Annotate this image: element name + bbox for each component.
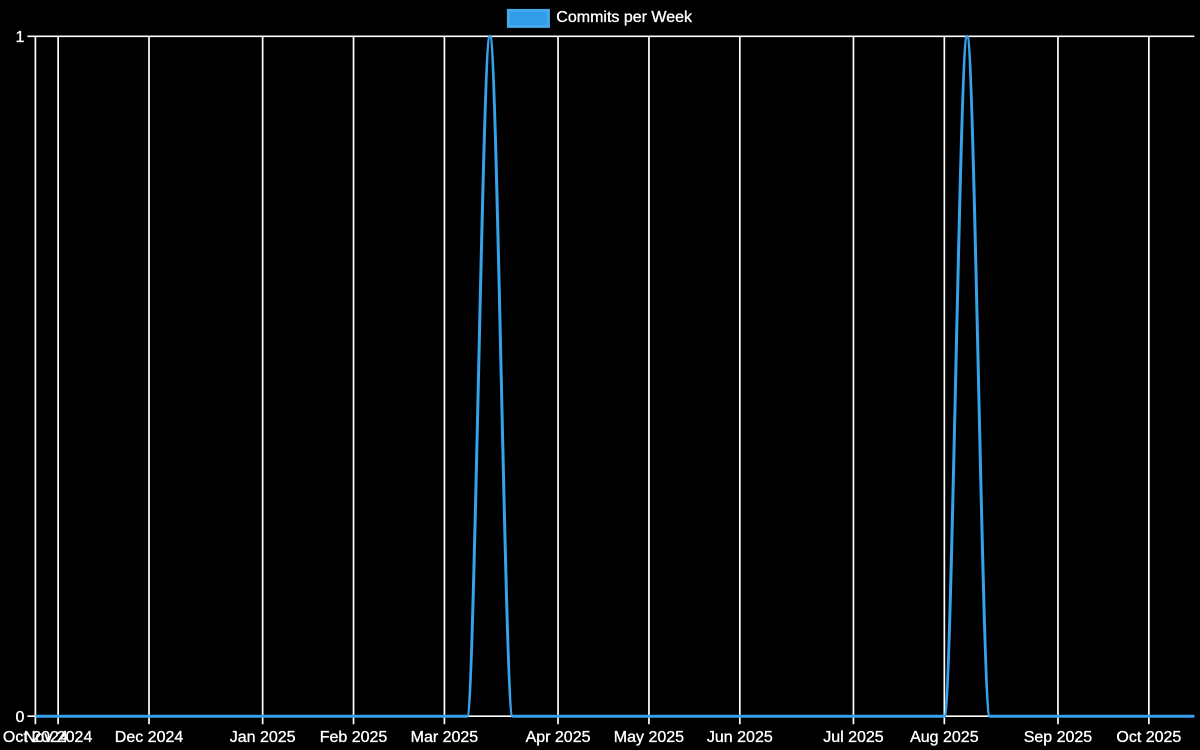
svg-text:Aug 2025: Aug 2025 <box>910 729 979 746</box>
svg-text:Nov 2024: Nov 2024 <box>24 729 93 746</box>
svg-text:Jun 2025: Jun 2025 <box>707 729 773 746</box>
svg-text:Commits per Week: Commits per Week <box>556 9 693 26</box>
svg-text:Apr 2025: Apr 2025 <box>526 729 591 746</box>
svg-text:Mar 2025: Mar 2025 <box>411 729 479 746</box>
svg-text:Dec 2024: Dec 2024 <box>115 729 184 746</box>
svg-text:Oct 2024: Oct 2024 <box>3 729 68 746</box>
svg-text:1: 1 <box>15 29 24 46</box>
svg-text:Sep 2025: Sep 2025 <box>1024 729 1093 746</box>
svg-text:Oct 2025: Oct 2025 <box>1116 729 1181 746</box>
svg-text:0: 0 <box>15 709 24 726</box>
svg-text:Jul 2025: Jul 2025 <box>823 729 884 746</box>
svg-text:May 2025: May 2025 <box>614 729 684 746</box>
svg-text:Jan 2025: Jan 2025 <box>230 729 296 746</box>
svg-text:Feb 2025: Feb 2025 <box>320 729 388 746</box>
